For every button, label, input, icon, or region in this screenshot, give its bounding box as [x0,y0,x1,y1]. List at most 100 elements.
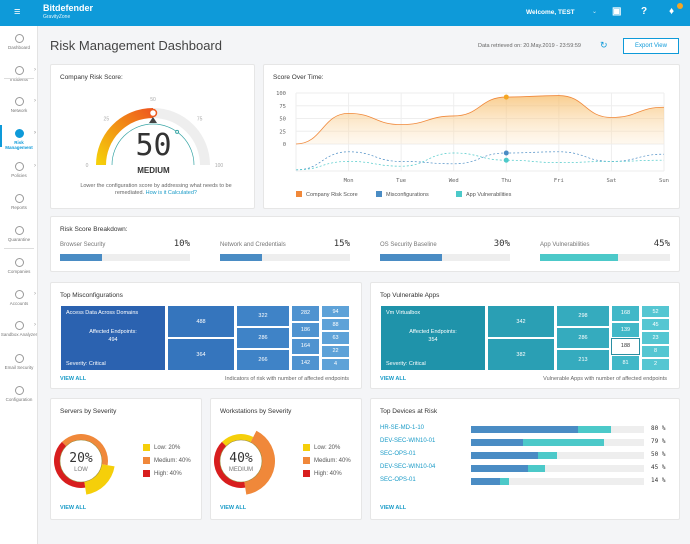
sidebar-item-label: Network [10,108,28,113]
treemap-cell[interactable]: 286 [236,327,290,349]
treemap-cell[interactable]: 168 [611,305,640,322]
legend-swatch [143,457,150,464]
treemap-cell[interactable]: 45 [641,318,670,332]
apps-fill [538,452,558,459]
brand-name: Bitdefender [43,3,94,13]
hover-point[interactable] [503,94,509,100]
welcome-user[interactable]: Welcome, TEST [526,9,575,16]
sidebar-item-network[interactable]: Network › [0,97,38,113]
gauge-pointer [149,117,157,123]
treemap-cell[interactable]: 186 [291,321,320,338]
treemap-cell[interactable]: 164 [291,338,320,355]
treemap-cell-top[interactable]: Vm Virtualbox Affected Endpoints: 354 Sever… [380,305,486,371]
how-calculated-link[interactable]: How is it Calculated? [145,190,197,196]
sidebar-item-email-security[interactable]: Email Security [0,354,38,370]
treemap-cell[interactable]: 94 [321,305,350,319]
chevron-right-icon: › [34,322,36,328]
brand-logo[interactable]: Bitdefender GravityZone [43,4,93,21]
gauge-tick: 100 [215,163,224,169]
device-link[interactable]: SEC-OPS-01 [380,451,416,457]
gift-icon[interactable]: ▣ [612,6,622,17]
treemap-cell[interactable]: 142 [291,354,320,371]
treemap-cell[interactable]: 298 [556,305,610,327]
view-all-link[interactable]: VIEW ALL [60,505,87,511]
treemap-cell[interactable]: 286 [556,327,610,349]
chevron-down-icon[interactable]: ⌄ [592,9,598,15]
sidebar-item-risk-management[interactable]: Risk Management › [0,125,38,150]
y-tick-label: 50 [279,117,286,123]
donut-segment[interactable] [244,430,275,495]
treemap-cell[interactable]: 88 [321,318,350,332]
treemap-cell[interactable]: 63 [321,331,350,345]
treemap-note: Indicators of risk with number of affect… [224,376,349,382]
donut-segment[interactable] [214,441,246,488]
x-tick-label: Thu [501,178,511,184]
gauge-inner-arc [111,123,195,166]
donut-segment[interactable] [54,441,86,488]
treemap-cell-top[interactable]: Access Data Across Domains Affected Endpo… [60,305,166,371]
treemap-cell[interactable]: 322 [236,305,290,327]
treemap-cell[interactable]: 488 [167,305,235,338]
legend-swatch [303,470,310,477]
legend-item: Medium: 40% [143,457,191,464]
sidebar-item-dashboard[interactable]: Dashboard [0,34,38,50]
help-icon[interactable]: ? [641,6,648,17]
x-tick-label: Sun [659,178,669,184]
apps-fill [578,426,612,433]
export-view-button[interactable]: Export View [623,38,679,54]
legend-item: Low: 20% [303,444,340,451]
treemap-cell[interactable]: 8 [641,344,670,358]
sidebar-item-sandbox-analyzer[interactable]: Sandbox Analyzer › [0,321,38,337]
sidebar-item-accounts[interactable]: Accounts › [0,290,38,306]
treemap-cell[interactable]: 382 [487,338,555,371]
treemap-cell[interactable]: 2 [641,357,670,371]
gauge-fill [96,108,154,166]
sidebar-item-companies[interactable]: Companies [0,258,38,274]
treemap-cell[interactable]: 139 [611,321,640,338]
hover-point[interactable] [503,150,509,156]
treemap-cell[interactable]: 342 [487,305,555,338]
y-tick-label: 100 [276,91,286,97]
card-title: Score Over Time: [273,74,324,81]
treemap-cell[interactable]: 213 [556,349,610,371]
gauge-tick: 25 [104,116,110,122]
treemap-cell[interactable]: 4 [321,357,350,371]
sandbox-analyzer-icon [14,321,24,330]
treemap-cell[interactable]: 266 [236,349,290,371]
treemap-cell[interactable]: 282 [291,305,320,322]
treemap-cell[interactable]: 81 [611,354,640,371]
view-all-link[interactable]: VIEW ALL [220,505,247,511]
donut-segment[interactable] [61,434,108,466]
device-link[interactable]: DEV-SEC-WIN10-01 [380,438,436,444]
menu-icon[interactable]: ≡ [14,6,21,18]
view-all-link[interactable]: VIEW ALL [380,376,407,382]
device-link[interactable]: DEV-SEC-WIN10-04 [380,464,436,470]
device-link[interactable]: SEC-OPS-01 [380,477,416,483]
sidebar-item-configuration[interactable]: Configuration [0,386,38,402]
sidebar-item-policies[interactable]: Policies › [0,162,38,178]
refresh-icon[interactable]: ↻ [600,40,608,50]
device-risk-percent: 79 % [651,438,666,445]
sidebar-item-incidents[interactable]: Incidents › [0,66,38,82]
apps-fill [522,439,605,446]
treemap-cell[interactable]: 22 [321,344,350,358]
treemap-cell[interactable]: 364 [167,338,235,371]
donut-segment[interactable] [84,464,115,495]
hover-point[interactable] [503,157,509,163]
sidebar-item-reports[interactable]: Reports [0,194,38,210]
treemap-cell[interactable]: 188 [611,338,640,355]
severity-value: 20% [69,451,93,466]
top-misconfigurations-card: Top Misconfigurations Access Data Across… [50,282,362,389]
sidebar-item-quarantine[interactable]: Quarantine [0,226,38,242]
view-all-link[interactable]: VIEW ALL [60,376,87,382]
score-over-time-chart: 0 25 50 75 100 Mon Tue Wed Thu Fri Sat Sun Company R… [276,91,669,198]
apps-fill [528,465,546,472]
bell-icon[interactable]: ♦ [669,6,675,17]
breakdown-label: OS Security Baseline [380,242,437,248]
breakdown-bar-fill [60,254,102,261]
treemap-cell[interactable]: 23 [641,331,670,345]
view-all-link[interactable]: VIEW ALL [380,505,407,511]
breakdown-label: App Vulnerabilities [540,242,590,248]
treemap-cell[interactable]: 52 [641,305,670,319]
device-link[interactable]: HR-SE-MD-1-10 [380,425,425,431]
